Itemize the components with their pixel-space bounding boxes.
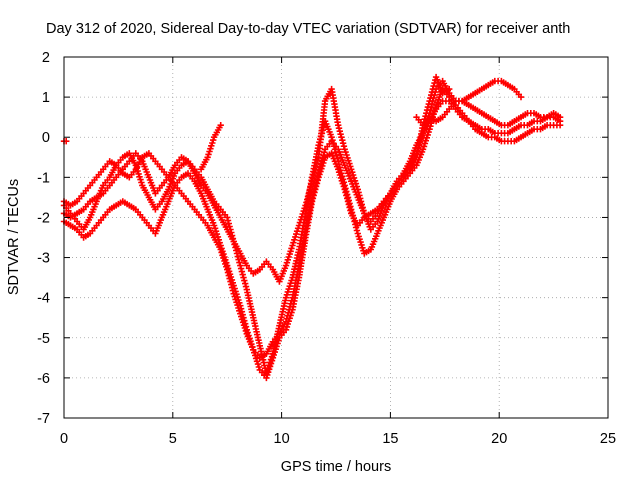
data-series-fragment-3 — [413, 73, 453, 129]
plot-frame — [63, 56, 609, 419]
x-tick-label: 25 — [600, 431, 616, 447]
x-tick-label: 10 — [274, 431, 290, 447]
y-tick-label: 0 — [42, 130, 50, 146]
chart-title: Day 312 of 2020, Sidereal Day-to-day VTE… — [46, 21, 570, 37]
data-series-fragment-2 — [197, 122, 224, 173]
y-tick-label: -3 — [37, 251, 50, 267]
y-tick-label: -7 — [37, 411, 50, 427]
y-tick-label: -5 — [37, 331, 50, 347]
y-tick-label: -6 — [37, 371, 50, 387]
x-tick-label: 5 — [169, 431, 177, 447]
x-tick-labels: 0 5 10 15 20 25 — [60, 431, 616, 447]
y-tick-label: 2 — [42, 50, 50, 66]
y-tick-labels: -7 -6 -5 -4 -3 -2 -1 0 1 2 — [37, 50, 50, 427]
y-tick-label: -1 — [37, 170, 50, 186]
y-axis-label: SDTVAR / TECUs — [6, 179, 22, 295]
axis-ticks — [63, 56, 609, 419]
x-tick-label: 20 — [491, 431, 507, 447]
x-tick-label: 0 — [60, 431, 68, 447]
x-tick-label: 15 — [382, 431, 398, 447]
y-tick-label: 1 — [42, 90, 50, 106]
y-tick-label: -4 — [37, 291, 50, 307]
grid-lines — [64, 57, 608, 418]
x-axis-label: GPS time / hours — [281, 459, 391, 475]
y-tick-label: -2 — [37, 210, 50, 226]
